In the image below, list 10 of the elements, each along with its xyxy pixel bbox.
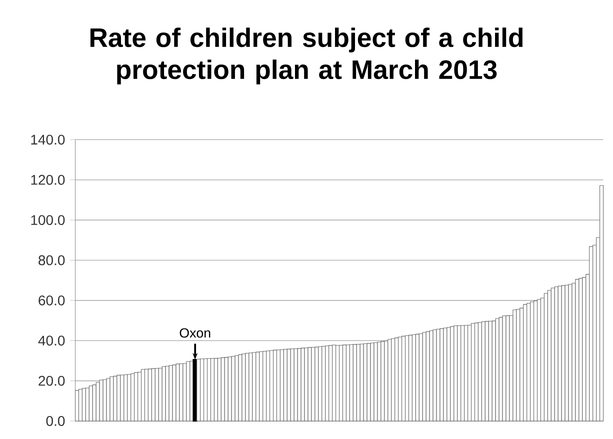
y-tick-label: 100.0: [31, 215, 65, 226]
y-tick-label: 60.0: [38, 295, 65, 306]
y-tick-label: 80.0: [38, 255, 65, 266]
chart-title: Rate of children subject of a child protection plan at March 2013: [90, 28, 523, 84]
y-tick-label: 140.0: [31, 134, 65, 145]
annotation: Oxon: [180, 328, 210, 338]
y-tick-label: 40.0: [38, 336, 65, 346]
y-tick-label: 0.0: [46, 416, 65, 426]
y-tick-label: 20.0: [38, 376, 65, 386]
y-tick-label: 120.0: [31, 174, 65, 185]
